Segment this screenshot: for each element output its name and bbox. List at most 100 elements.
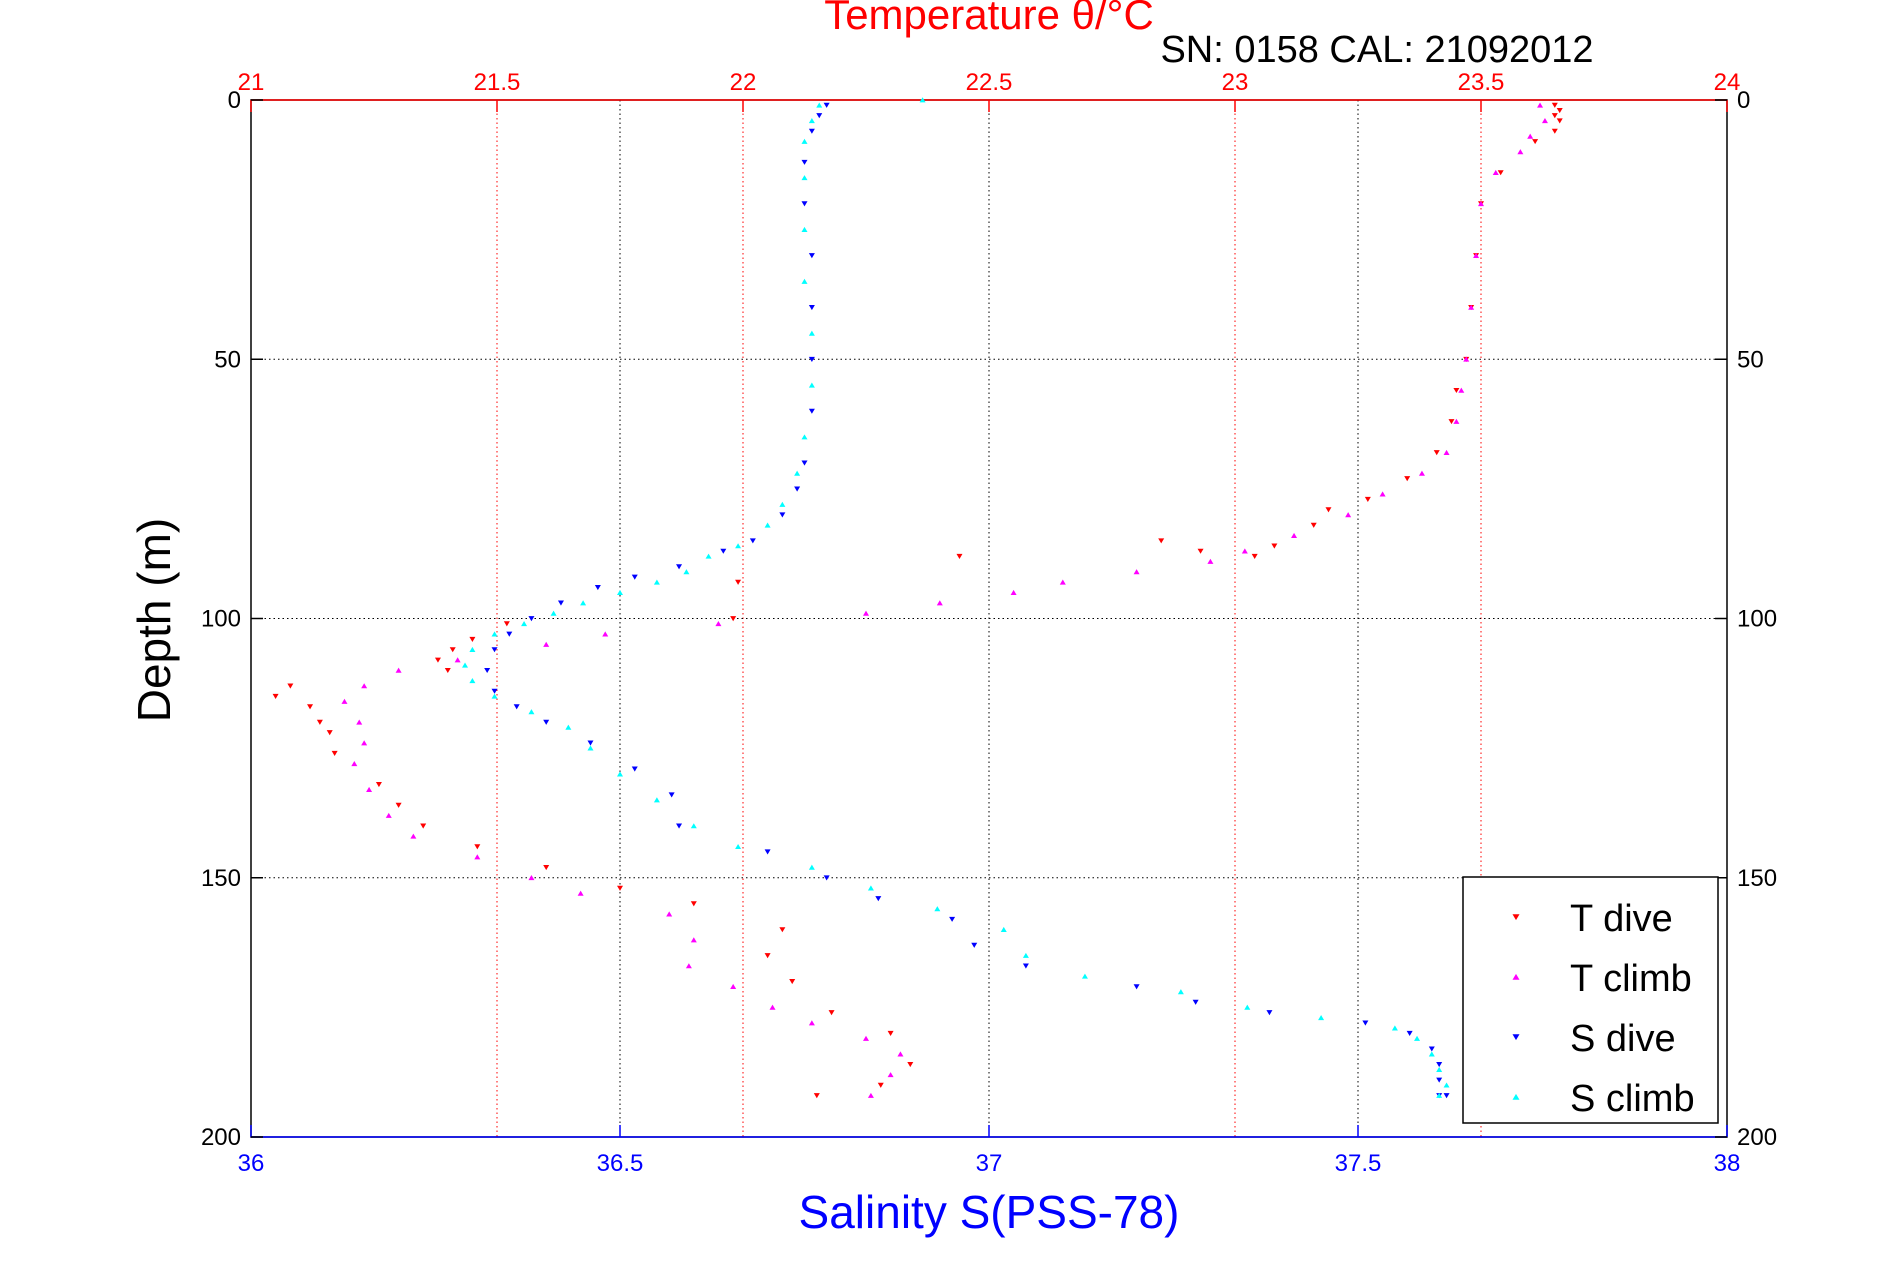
top-tick-label: 22.5 (966, 69, 1013, 96)
top-tick-label: 21.5 (474, 69, 521, 96)
chart-title: Temperature θ/°C (824, 0, 1154, 38)
data-point (1241, 548, 1248, 554)
data-point (484, 667, 491, 674)
data-point (808, 118, 815, 124)
data-point (764, 522, 771, 528)
data-point (543, 641, 550, 647)
data-point (469, 646, 476, 653)
data-point (949, 916, 956, 922)
data-point (971, 942, 978, 948)
data-point (1517, 149, 1524, 155)
data-point (828, 1010, 835, 1016)
data-point (1551, 128, 1558, 134)
data-point (1541, 118, 1548, 124)
left-tick-label: 200 (201, 1124, 241, 1151)
data-point (801, 159, 808, 165)
data-point (503, 621, 510, 627)
data-point (823, 875, 830, 881)
top-tick-label: 21 (238, 69, 265, 96)
x-axis-label: Salinity S(PSS-78) (799, 1186, 1180, 1238)
data-point (617, 771, 623, 777)
data-point (676, 564, 683, 570)
data-point (720, 548, 727, 554)
data-point (287, 683, 294, 689)
data-point (735, 579, 742, 585)
data-point (356, 719, 363, 725)
data-point (1291, 532, 1298, 538)
series-t-dive (272, 102, 1563, 1099)
data-point (1492, 169, 1499, 175)
data-point (1473, 252, 1480, 258)
data-point (491, 647, 498, 653)
data-point (1433, 450, 1440, 456)
bottom-tick-label: 37 (976, 1150, 1003, 1177)
data-point (557, 600, 564, 606)
data-point (550, 610, 557, 616)
data-point (587, 745, 594, 751)
data-point (653, 797, 660, 803)
data-point (1453, 418, 1460, 424)
data-point (580, 600, 587, 606)
data-point (528, 616, 535, 622)
data-point (801, 175, 808, 181)
top-tick-label: 23 (1222, 69, 1249, 96)
data-point (1271, 543, 1278, 549)
legend: T dive T climb S dive S climb (1462, 876, 1719, 1124)
data-point (764, 849, 771, 855)
bottom-tick-label: 36.5 (597, 1150, 644, 1177)
data-point (1414, 1035, 1421, 1041)
data-point (521, 620, 528, 627)
data-point (462, 662, 469, 668)
data-point (565, 724, 572, 730)
data-point (1428, 1046, 1435, 1052)
data-point (469, 636, 476, 642)
data-point (668, 792, 675, 798)
data-point (1177, 989, 1184, 995)
data-point (1379, 491, 1386, 497)
data-point (1497, 170, 1504, 176)
data-point (867, 1092, 874, 1098)
data-point (1551, 113, 1558, 119)
data-point (735, 843, 742, 850)
data-point (1244, 1004, 1251, 1010)
data-point (1158, 538, 1165, 544)
data-point (1436, 1077, 1443, 1083)
data-point (1428, 1051, 1435, 1057)
data-point (1537, 102, 1544, 108)
data-point (1318, 1015, 1325, 1021)
data-point (375, 782, 382, 788)
data-point (1453, 387, 1460, 394)
data-point (602, 631, 609, 637)
data-point (685, 963, 692, 969)
data-point (769, 1004, 776, 1010)
left-tick-label: 50 (214, 346, 241, 373)
data-point (823, 102, 830, 108)
data-point (863, 610, 869, 616)
data-point (528, 875, 535, 881)
data-point (801, 226, 808, 233)
data-point (617, 589, 623, 595)
left-tick-label: 150 (201, 865, 241, 892)
data-point (491, 693, 498, 699)
data-point (801, 434, 808, 440)
data-point (474, 844, 481, 850)
data-point (779, 501, 786, 507)
top-tick-label: 24 (1714, 69, 1741, 96)
data-point (653, 579, 660, 585)
top-tick-label: 22 (730, 69, 757, 96)
data-point (366, 786, 373, 793)
data-point (420, 823, 427, 829)
data-point (867, 885, 874, 891)
data-point (1551, 102, 1558, 108)
data-point (1251, 553, 1258, 559)
data-point (794, 486, 801, 492)
data-point (730, 616, 737, 622)
data-point (1406, 1030, 1413, 1036)
data-point (1192, 999, 1199, 1005)
data-point (1443, 449, 1450, 455)
bottom-tick-label: 37.5 (1335, 1150, 1382, 1177)
data-point (730, 983, 737, 990)
data-point (934, 906, 941, 912)
legend-marker (1512, 914, 1520, 921)
